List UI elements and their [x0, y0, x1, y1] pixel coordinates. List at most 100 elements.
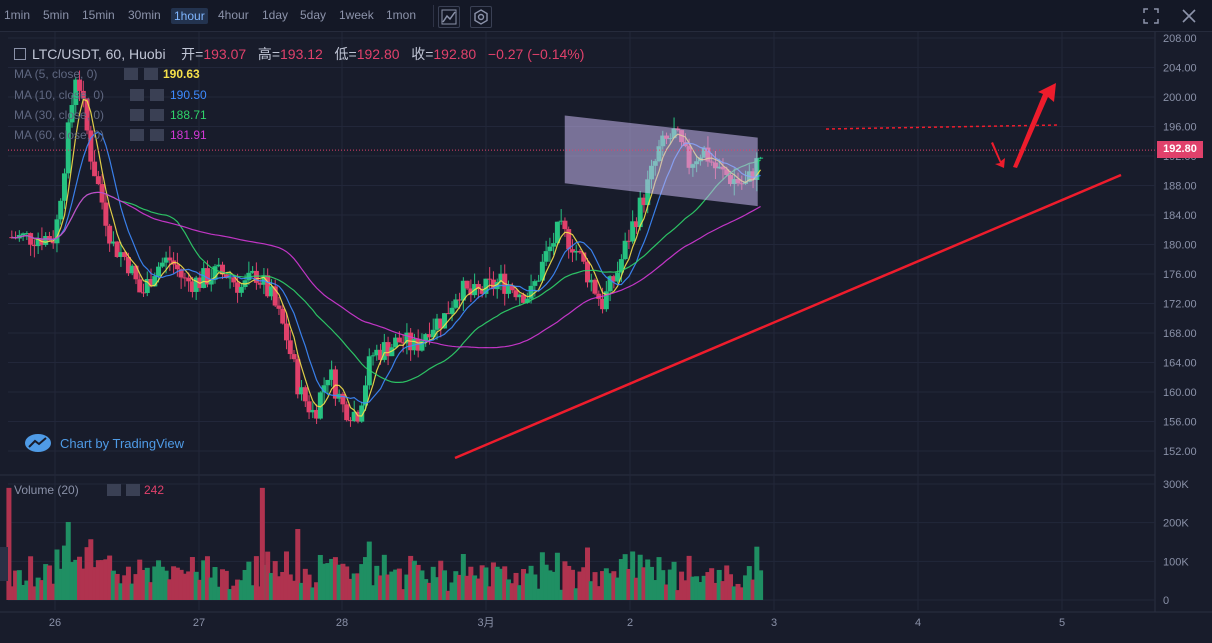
tf-1min[interactable]: 1min — [4, 8, 31, 22]
volume-bar — [216, 586, 222, 600]
candle-body — [268, 286, 274, 297]
volume-bar — [682, 580, 688, 600]
ma60-settings-icon[interactable] — [130, 129, 144, 141]
ma30-value: 188.71 — [170, 108, 207, 122]
ma60-legend: MA (60, close, 0) — [14, 128, 104, 142]
volume-bar — [566, 565, 572, 600]
tf-1mon[interactable]: 1mon — [386, 8, 417, 22]
close-label: 收= — [411, 46, 434, 62]
candle-body — [317, 392, 323, 419]
fullscreen-icon[interactable] — [1143, 8, 1159, 24]
candle-body — [536, 280, 542, 282]
candle-body — [359, 405, 365, 422]
scroll-left-handle[interactable] — [0, 547, 8, 581]
volume-bar — [618, 559, 624, 600]
symbol-title: LTC/USDT, 60, Huobi — [32, 46, 166, 62]
ma30-remove-icon[interactable] — [150, 109, 164, 121]
volume-bar — [411, 560, 417, 600]
volume-bar — [50, 583, 56, 600]
volume-bar — [46, 565, 52, 600]
volume-bar — [743, 575, 749, 600]
volume-bar — [212, 567, 218, 600]
volume-bar — [434, 577, 440, 600]
candle-body — [475, 284, 481, 290]
candle-body — [257, 282, 263, 285]
y-tick-label: 152.00 — [1163, 446, 1197, 458]
candle-body — [438, 318, 444, 329]
candle-body — [220, 264, 226, 275]
volume-legend: Volume (20) — [14, 483, 79, 497]
candle-body — [125, 257, 131, 274]
settings-button[interactable] — [470, 6, 492, 28]
tf-30min[interactable]: 30min — [128, 8, 161, 22]
annotations — [8, 83, 1155, 460]
tf-15min[interactable]: 15min — [82, 8, 115, 22]
volume-bar — [679, 571, 685, 600]
close-icon[interactable] — [1181, 8, 1197, 24]
volume-bar — [148, 582, 154, 600]
low-value: 192.80 — [356, 46, 400, 62]
volume-bar — [690, 576, 696, 600]
volume-bar — [204, 556, 210, 600]
tf-4hour[interactable]: 4hour — [218, 8, 249, 22]
candle-body — [460, 280, 466, 301]
volume-bar — [656, 557, 662, 600]
candle-body — [393, 337, 399, 348]
ma60-remove-icon[interactable] — [150, 129, 164, 141]
ma10-value: 190.50 — [170, 88, 207, 102]
volume-bar — [396, 568, 402, 600]
ma30-settings-icon[interactable] — [130, 109, 144, 121]
candle-body — [163, 257, 169, 263]
volume-bar — [626, 568, 632, 600]
candle-body — [84, 98, 90, 131]
volume-bar — [58, 568, 64, 600]
candle-body — [509, 285, 515, 291]
candle-body — [216, 264, 222, 267]
volume-bar — [532, 574, 538, 600]
volume-bar — [592, 572, 598, 600]
volume-bar — [137, 559, 143, 600]
ma5-settings-icon[interactable] — [124, 68, 138, 80]
volume-bar — [675, 590, 681, 600]
volume-bar — [585, 547, 591, 600]
volume-bar — [88, 539, 94, 600]
ma10-remove-icon[interactable] — [150, 89, 164, 101]
volume-bar — [554, 552, 560, 600]
candle-body — [637, 197, 643, 228]
candle-body — [208, 279, 214, 285]
candle-body — [167, 257, 173, 261]
volume-bar — [197, 579, 203, 600]
y-tick-label: 176.00 — [1163, 269, 1197, 281]
tf-5min[interactable]: 5min — [43, 8, 70, 22]
candle-body — [186, 277, 192, 282]
tf-1hour[interactable]: 1hour — [171, 8, 208, 24]
volume-bar — [95, 560, 101, 600]
volume-bar — [163, 570, 169, 600]
candle-body — [28, 233, 34, 245]
volume-bar — [272, 561, 278, 600]
candle-body — [344, 404, 350, 421]
volume-settings-icon[interactable] — [107, 484, 121, 496]
candle-body — [340, 393, 346, 405]
ma10-settings-icon[interactable] — [130, 89, 144, 101]
candle-body — [513, 290, 519, 298]
tf-1week[interactable]: 1week — [339, 8, 374, 22]
volume-remove-icon[interactable] — [126, 484, 140, 496]
candle-body — [426, 334, 432, 338]
chart-type-button[interactable] — [438, 6, 460, 28]
ma5-label: MA (5, close, 0) — [14, 67, 98, 81]
volume-bar — [366, 541, 372, 600]
y-tick-label: 196.00 — [1163, 122, 1197, 134]
ma5-remove-icon[interactable] — [144, 68, 158, 80]
tf-5day[interactable]: 5day — [300, 8, 327, 22]
y-tick-label: 188.00 — [1163, 181, 1197, 193]
ma-60-line — [11, 191, 761, 349]
volume-bar — [363, 557, 369, 600]
candle-body — [310, 409, 316, 413]
collapse-icon[interactable] — [14, 48, 26, 60]
tradingview-watermark[interactable]: Chart by TradingView — [24, 433, 184, 453]
y-tick-label: 160.00 — [1163, 387, 1197, 399]
tf-1day[interactable]: 1day — [262, 8, 289, 22]
candle-body — [295, 359, 301, 395]
volume-bar — [159, 566, 165, 600]
